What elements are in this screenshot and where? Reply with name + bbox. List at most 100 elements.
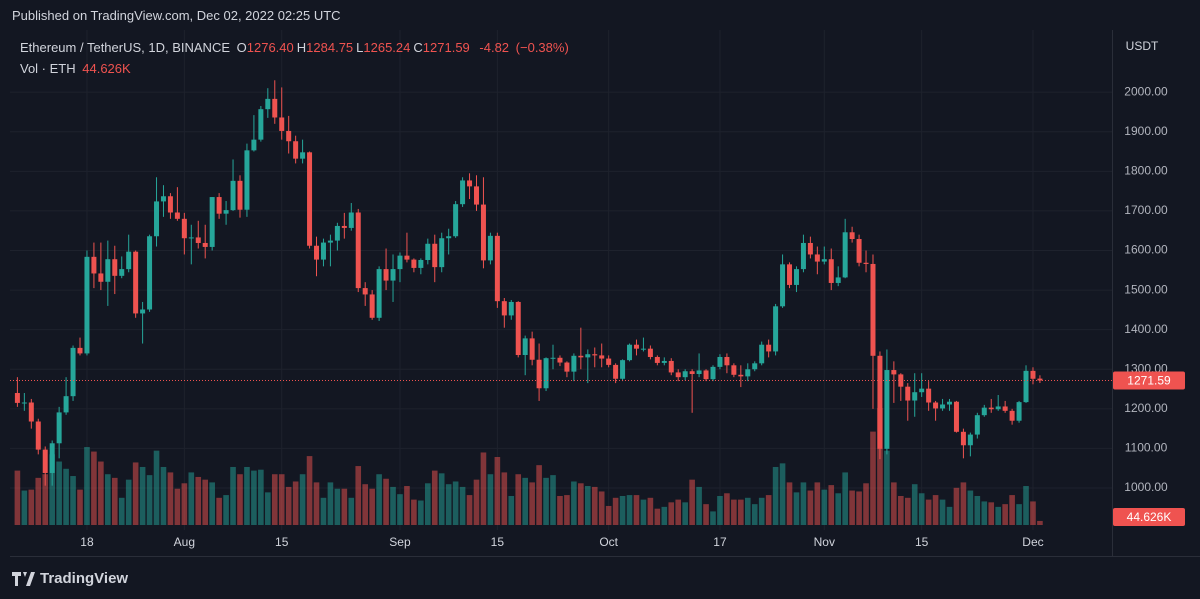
candle-body — [891, 370, 897, 375]
candle-body — [550, 357, 556, 359]
candle-body — [627, 344, 633, 361]
candle-body — [160, 196, 166, 202]
volume-bar — [995, 506, 1001, 525]
candle-body — [849, 232, 855, 240]
candle-body — [606, 358, 612, 365]
volume-bar — [598, 491, 605, 525]
volume-bar — [578, 483, 584, 525]
candle-body — [258, 109, 264, 140]
volume-pane — [14, 408, 1043, 525]
candle-body — [842, 232, 848, 278]
volume-bar — [877, 408, 883, 525]
volume-bar — [348, 497, 355, 525]
volume-bar — [689, 479, 695, 525]
volume-bar — [265, 492, 271, 525]
volume-bar — [835, 493, 842, 525]
candle-body — [536, 359, 542, 389]
volume-bar — [751, 504, 758, 525]
volume-bar — [230, 466, 236, 525]
ohlc-value: 1284.75 — [306, 40, 354, 55]
volume-bar — [828, 485, 835, 525]
candle-body — [63, 396, 69, 413]
candle-body — [397, 255, 403, 270]
volume-bar — [397, 494, 403, 525]
candle-body — [745, 369, 751, 377]
candle-body — [995, 406, 1001, 410]
symbol: Ethereum / TetherUS, 1D, BINANCE — [20, 40, 231, 55]
change-percent: (−0.38%) — [515, 40, 569, 55]
volume-bar — [557, 495, 563, 525]
ohlc-key: H — [296, 40, 307, 55]
candle-body — [773, 306, 779, 352]
candle-body — [870, 263, 876, 356]
publish-header: Published on TradingView.com, Dec 02, 20… — [12, 8, 341, 23]
volume-bar — [717, 495, 723, 525]
candle-body — [543, 358, 549, 389]
volume-bar — [863, 483, 869, 525]
volume-bar — [550, 475, 556, 525]
candle-body — [703, 370, 709, 380]
candle-body — [599, 355, 605, 359]
candle-body — [585, 354, 591, 358]
volume-bar — [821, 489, 828, 525]
candle-body — [1030, 370, 1036, 379]
volume-bar — [731, 499, 737, 525]
candle-body — [119, 269, 125, 276]
candle-body — [557, 357, 563, 363]
candle-body — [717, 356, 723, 367]
volume-bar — [591, 486, 598, 525]
y-tick-label: 1600.00 — [1124, 243, 1168, 257]
volume-bar — [216, 497, 222, 525]
x-tick-label: 15 — [915, 535, 929, 549]
candle-body — [515, 301, 521, 356]
volume-bar — [56, 461, 62, 525]
x-tick-label: 17 — [713, 535, 727, 549]
candle-body — [411, 259, 417, 268]
candle-body — [1037, 378, 1043, 381]
candle-body — [912, 392, 918, 401]
ohlc-key: O — [236, 40, 247, 55]
volume-bar — [84, 447, 90, 525]
volume-bar — [640, 499, 647, 525]
candle-body — [265, 98, 271, 110]
volume-bar — [438, 473, 445, 525]
candle-body — [724, 356, 730, 366]
candle-body — [529, 338, 535, 360]
volume-bar — [988, 502, 995, 525]
volume-bar — [355, 466, 362, 525]
last-price-label: 1271.59 — [1127, 374, 1171, 388]
candle-body — [905, 386, 911, 401]
y-tick-label: 2000.00 — [1124, 84, 1168, 98]
candle-body — [307, 152, 313, 246]
volume-bar — [480, 452, 487, 525]
candle-body — [286, 130, 292, 142]
volume-bar — [758, 497, 765, 525]
volume-bar — [744, 497, 751, 525]
volume-bar — [285, 486, 292, 525]
candle-body — [251, 139, 257, 151]
volume-bar — [327, 482, 334, 525]
candle-body — [738, 374, 744, 377]
volume-bar — [946, 506, 953, 525]
volume-bar — [404, 486, 410, 525]
volume-bar — [891, 482, 897, 525]
candle-body — [98, 273, 104, 282]
volume-bar — [111, 477, 118, 525]
candle-body — [77, 347, 83, 354]
candle-body — [195, 237, 201, 243]
candle-body — [279, 117, 285, 131]
volume-bar — [1023, 486, 1029, 525]
volume-bar — [911, 484, 918, 525]
volume-bar — [800, 482, 807, 525]
volume-bar — [814, 482, 821, 525]
candle-body — [947, 401, 953, 405]
last-price-tag — [1113, 371, 1185, 390]
candle-body — [473, 186, 479, 205]
volume-bar — [160, 466, 167, 525]
candle-body — [640, 348, 646, 350]
candle-body — [28, 402, 34, 422]
candle-body — [244, 150, 250, 210]
candle-body — [390, 269, 396, 281]
volume-bar — [21, 490, 28, 525]
candle-body — [84, 256, 90, 354]
